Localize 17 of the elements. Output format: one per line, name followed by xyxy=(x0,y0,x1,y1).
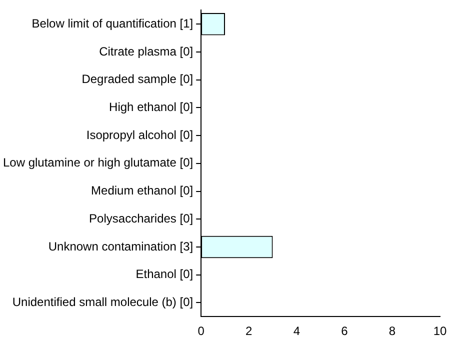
y-tick-label: Isopropyl alcohol [0] xyxy=(86,128,194,142)
x-tick-label: 2 xyxy=(246,324,253,338)
y-tick-label: Unknown contamination [3] xyxy=(48,239,194,254)
y-tick-label: Ethanol [0] xyxy=(136,267,194,282)
y-tick-label: Below limit of quantification [1] xyxy=(32,16,194,30)
x-tick-label: 6 xyxy=(341,324,348,338)
x-tick-label: 4 xyxy=(293,324,300,338)
y-tick-label: Degraded sample [0] xyxy=(82,72,194,86)
y-tick-label: Medium ethanol [0] xyxy=(91,184,194,198)
x-tick-label: 0 xyxy=(198,324,205,338)
y-tick-label: Polysaccharides [0] xyxy=(89,211,194,226)
y-tick-label: Unidentified small molecule (b) [0] xyxy=(12,294,194,309)
x-tick-label: 10 xyxy=(433,324,447,338)
x-tick-label: 8 xyxy=(388,324,396,338)
y-tick-label: High ethanol [0] xyxy=(109,100,194,114)
y-tick-label: Low glutamine or high glutamate [0] xyxy=(2,156,194,170)
y-tick-label: Citrate plasma [0] xyxy=(99,44,194,58)
